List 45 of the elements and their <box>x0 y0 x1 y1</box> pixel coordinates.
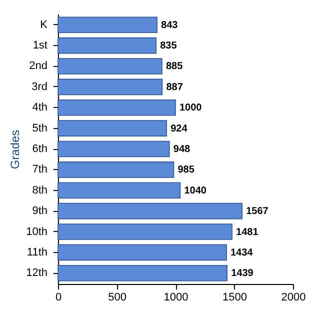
data-label: 887 <box>166 82 184 93</box>
bar <box>58 244 227 261</box>
bar <box>58 78 163 96</box>
data-label: 885 <box>166 61 184 72</box>
y-tick-label: K <box>40 18 48 31</box>
bar <box>58 162 174 178</box>
bar <box>58 16 158 34</box>
y-tick-label: 9th <box>32 205 48 218</box>
x-tick-label: 0 <box>55 292 62 304</box>
x-tick-label: 2000 <box>281 292 306 304</box>
y-tick-label: 11th <box>26 246 48 258</box>
y-tick-label: 2nd <box>29 60 48 72</box>
bar <box>58 140 170 158</box>
y-tick-label: 7th <box>32 164 48 176</box>
data-label: 1481 <box>236 226 259 238</box>
data-label: 948 <box>173 144 191 155</box>
bar <box>58 182 181 199</box>
data-label: 1040 <box>184 185 207 196</box>
bar <box>58 224 232 240</box>
data-label: 1434 <box>230 247 254 258</box>
bar <box>58 120 167 136</box>
y-tick-label: 3rd <box>32 80 48 93</box>
x-tick-label: 500 <box>108 292 126 304</box>
data-label: 924 <box>170 123 188 134</box>
data-label: 1439 <box>231 268 254 280</box>
bar <box>58 37 157 54</box>
data-label: 985 <box>178 164 195 176</box>
y-axis-title: Grades <box>8 130 22 170</box>
y-tick-label: 8th <box>32 184 48 196</box>
x-tick-label: 1500 <box>222 292 247 304</box>
bar <box>58 264 228 282</box>
y-tick-label: 6th <box>32 143 48 155</box>
data-label: 1000 <box>180 102 202 114</box>
y-tick-label: 12th <box>26 267 48 280</box>
bar <box>58 99 176 116</box>
data-label: 1567 <box>246 206 269 218</box>
data-label: 835 <box>160 40 178 52</box>
y-tick-label: 4th <box>32 102 48 114</box>
bar <box>58 58 162 74</box>
y-tick-label: 5th <box>32 122 48 134</box>
bar <box>58 202 243 220</box>
data-label: 843 <box>161 20 178 31</box>
y-tick-label: 10th <box>26 226 48 238</box>
x-tick-label: 1000 <box>164 292 188 304</box>
y-tick-label: 1st <box>32 40 48 52</box>
